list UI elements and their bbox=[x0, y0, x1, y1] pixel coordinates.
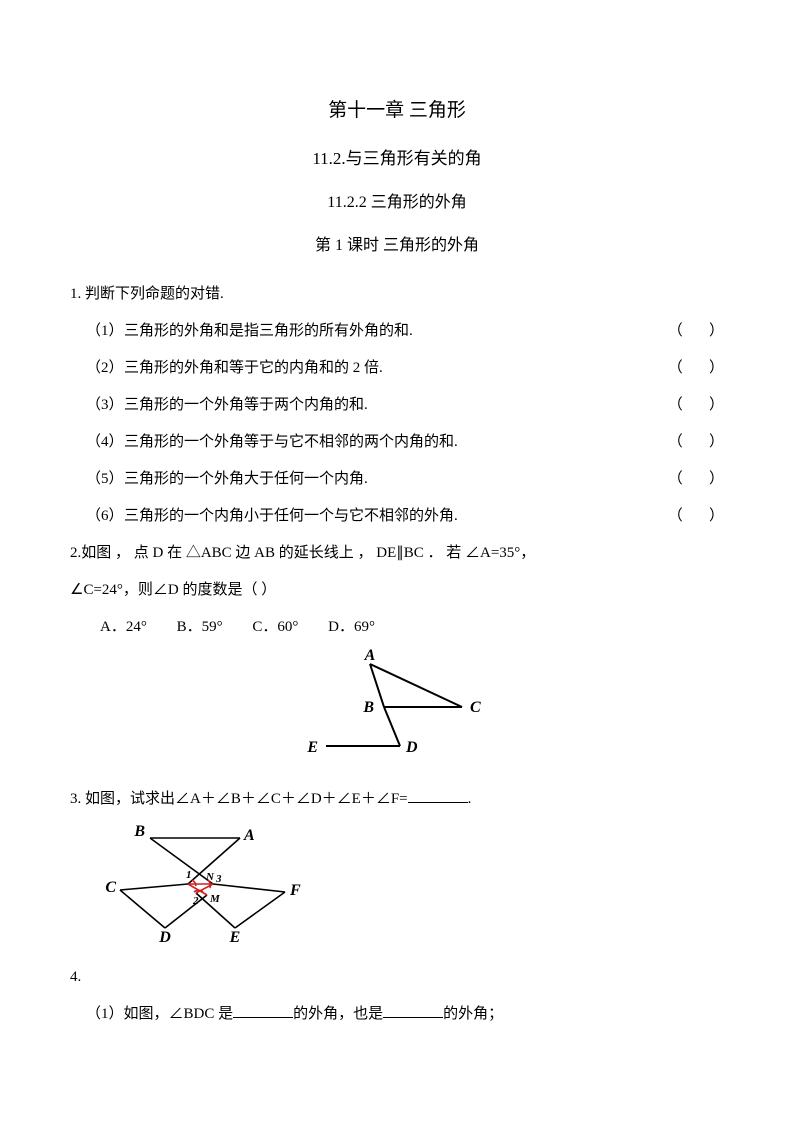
q3-suffix: . bbox=[468, 791, 472, 807]
q2-label-b: B bbox=[362, 699, 374, 716]
q3-label-e: E bbox=[229, 929, 241, 946]
q1-item-6: （6） 三角形的一个内角小于任何一个与它不相邻的外角. （ ） bbox=[70, 500, 724, 533]
lesson-title: 第 1 课时 三角形的外角 bbox=[70, 228, 724, 263]
q4-sub1-c: 的外角； bbox=[443, 1006, 503, 1022]
q4-blank1 bbox=[233, 1002, 293, 1018]
q4-blank2 bbox=[383, 1002, 443, 1018]
q1-item-5-text: 三角形的一个外角大于任何一个内角. bbox=[124, 463, 668, 496]
q2-option-d: D．69° bbox=[328, 619, 375, 635]
q4-sub1: （1）如图，∠BDC 是 的外角，也是 的外角； bbox=[70, 998, 724, 1031]
q4-sub1-b: 的外角，也是 bbox=[293, 1006, 383, 1022]
q1-item-4-text: 三角形的一个外角等于与它不相邻的两个内角的和. bbox=[124, 426, 668, 459]
chapter-title: 第十一章 三角形 bbox=[70, 90, 724, 132]
q1-item-3-bracket: （ ） bbox=[668, 389, 724, 422]
q1-item-1-label: （1） bbox=[86, 315, 124, 348]
q1-item-2: （2） 三角形的外角和等于它的内角和的 2 倍. （ ） bbox=[70, 352, 724, 385]
q1-item-2-bracket: （ ） bbox=[668, 352, 724, 385]
q1-item-3: （3） 三角形的一个外角等于两个内角的和. （ ） bbox=[70, 389, 724, 422]
q1-item-6-label: （6） bbox=[86, 500, 124, 533]
q1-item-3-label: （3） bbox=[86, 389, 124, 422]
q3-label-b: B bbox=[133, 823, 145, 840]
q1-prompt: 1. 判断下列命题的对错. bbox=[70, 278, 724, 311]
q1-item-4: （4） 三角形的一个外角等于与它不相邻的两个内角的和. （ ） bbox=[70, 426, 724, 459]
q2-options: A．24° B．59° C．60° D．69° bbox=[70, 611, 724, 644]
q1-item-5-label: （5） bbox=[86, 463, 124, 496]
q1-item-6-text: 三角形的一个内角小于任何一个与它不相邻的外角. bbox=[124, 500, 668, 533]
q2-label-c: C bbox=[470, 699, 481, 716]
q3-prompt: 3. 如图，试求出∠A＋∠B＋∠C＋∠D＋∠E＋∠F=. bbox=[70, 783, 724, 816]
q3-label-1: 1 bbox=[186, 869, 192, 881]
q3-label-2: 2 bbox=[192, 895, 199, 907]
q2-diagram: A B C D E bbox=[70, 652, 724, 775]
q1-item-1: （1） 三角形的外角和是指三角形的所有外角的和. （ ） bbox=[70, 315, 724, 348]
q2-label-e: E bbox=[306, 739, 318, 756]
q2-option-b: B．59° bbox=[177, 619, 223, 635]
q3-label-n: N bbox=[205, 871, 215, 883]
subsection-title: 11.2.2 三角形的外角 bbox=[70, 185, 724, 220]
q1-item-3-text: 三角形的一个外角等于两个内角的和. bbox=[124, 389, 668, 422]
q1-item-4-bracket: （ ） bbox=[668, 426, 724, 459]
q2-option-c: C．60° bbox=[252, 619, 298, 635]
q3-diagram: A B C D E F M N 1 2 3 bbox=[70, 820, 724, 953]
q2-label-a: A bbox=[364, 647, 376, 664]
q4-prompt: 4. bbox=[70, 961, 724, 994]
q2-option-a: A．24° bbox=[100, 619, 147, 635]
q1-item-2-text: 三角形的外角和等于它的内角和的 2 倍. bbox=[124, 352, 668, 385]
q2-line1: 2.如图 ， 点 D 在 △ABC 边 AB 的延长线上 ， DE∥BC ． 若… bbox=[70, 537, 724, 570]
q3-label-a: A bbox=[243, 827, 255, 844]
q1-item-6-bracket: （ ） bbox=[668, 500, 724, 533]
q3-label-m: M bbox=[209, 893, 221, 905]
q1-item-5-bracket: （ ） bbox=[668, 463, 724, 496]
q2-label-d: D bbox=[405, 739, 418, 756]
q2-line2: ∠C=24°，则∠D 的度数是（ ） bbox=[70, 574, 724, 607]
q1-item-4-label: （4） bbox=[86, 426, 124, 459]
q1-item-5: （5） 三角形的一个外角大于任何一个内角. （ ） bbox=[70, 463, 724, 496]
section-title: 11.2.与三角形有关的角 bbox=[70, 140, 724, 177]
q1-item-1-bracket: （ ） bbox=[668, 315, 724, 348]
q3-label-3: 3 bbox=[215, 873, 222, 885]
q3-label-f: F bbox=[289, 882, 301, 899]
q3-label-d: D bbox=[158, 929, 171, 946]
q3-prompt-text: 3. 如图，试求出∠A＋∠B＋∠C＋∠D＋∠E＋∠F= bbox=[70, 791, 408, 807]
q3-blank bbox=[408, 787, 468, 803]
q1-item-1-text: 三角形的外角和是指三角形的所有外角的和. bbox=[124, 315, 668, 348]
q1-item-2-label: （2） bbox=[86, 352, 124, 385]
q3-label-c: C bbox=[105, 879, 116, 896]
q4-sub1-a: （1）如图，∠BDC 是 bbox=[86, 1006, 233, 1022]
